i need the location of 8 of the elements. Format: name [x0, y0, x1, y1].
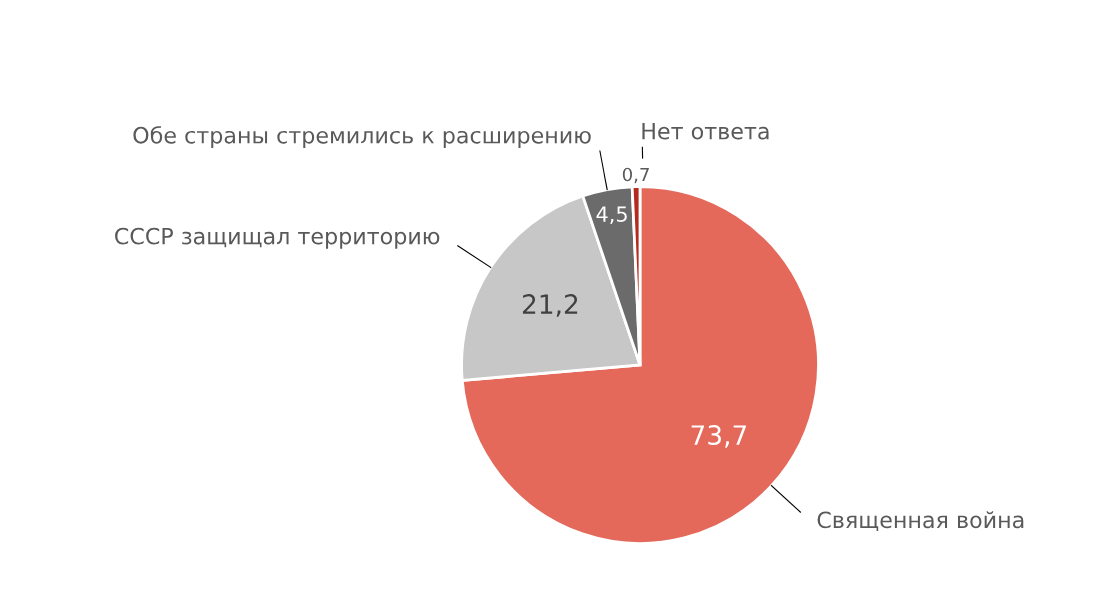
slice-label: СССР защищал территорию — [115, 227, 440, 249]
data-label: 73,7 — [691, 425, 747, 448]
data-label: 4,5 — [596, 206, 627, 225]
slice-label: Обе страны стремились к расширению — [133, 126, 591, 148]
slice-label: Священная война — [817, 511, 1024, 531]
slice-label: Нет ответа — [642, 123, 769, 140]
data-label: 0,7 — [622, 167, 649, 184]
data-label: 21,2 — [522, 294, 578, 317]
